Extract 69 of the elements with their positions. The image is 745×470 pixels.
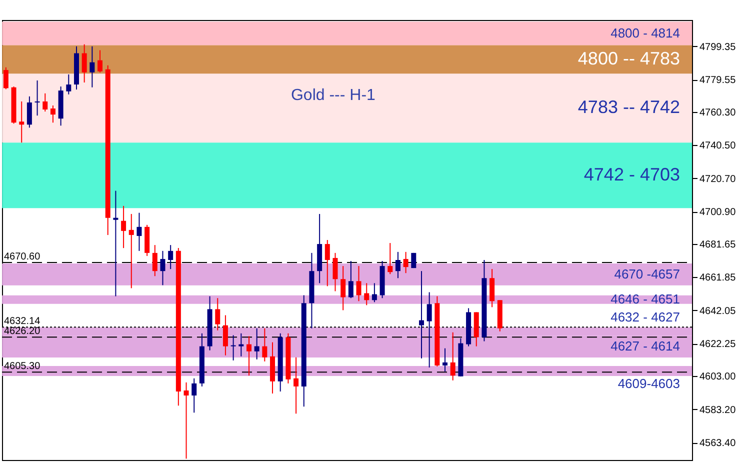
annotation: Gold --- H-1 (290, 87, 376, 104)
candlestick (332, 252, 338, 292)
candlestick (121, 205, 126, 249)
y-tick-label: 4799.35 (700, 42, 736, 53)
candlestick (184, 382, 189, 460)
y-tick-label: 4622.25 (700, 339, 736, 350)
candlestick (348, 260, 354, 299)
y-tick-label: 4583.20 (700, 404, 736, 416)
band-label: 4609-4603 (618, 376, 680, 392)
candlestick (90, 46, 95, 88)
y-tick-label: 4720.70 (700, 174, 736, 185)
ref-line-label: 4670.60 (4, 252, 41, 263)
band-label: 4632 - 4627 (610, 310, 680, 325)
candlestick (490, 268, 495, 308)
candlestick (113, 190, 118, 297)
candlestick (136, 212, 142, 252)
ref-line-label: 4632.14 (4, 316, 41, 328)
candlestick (19, 100, 24, 144)
candlestick (152, 244, 158, 277)
candlestick (168, 244, 174, 270)
candlestick (372, 282, 377, 303)
y-tick-label: 4760.30 (700, 107, 736, 118)
y-tick-label: 4681.65 (700, 239, 736, 250)
band-label: 4800 -- 4783 (578, 48, 680, 68)
y-tick-label: 4779.55 (700, 75, 736, 86)
y-tick-label: 4740.50 (700, 140, 736, 152)
band-label: 4670 -4657 (614, 266, 680, 282)
candlestick (442, 348, 448, 372)
band-label: 4783 -- 4742 (578, 97, 680, 118)
candlestick (254, 328, 260, 360)
candlestick (98, 50, 103, 73)
candlestick (230, 334, 236, 361)
candlestick (426, 292, 432, 368)
band-label: 4627 - 4614 (610, 338, 680, 354)
candlestick (395, 251, 400, 279)
candlestick (50, 104, 56, 124)
candlestick (160, 250, 166, 286)
candlestick (403, 251, 408, 274)
candlestick (324, 240, 330, 287)
candlestick (222, 314, 228, 356)
candlestick (356, 266, 362, 302)
candlestick (42, 92, 48, 112)
candlestick (340, 266, 346, 311)
candlestick (66, 74, 72, 95)
candlestick (238, 332, 244, 357)
candlestick (364, 282, 370, 306)
candlestick (294, 356, 299, 414)
y-tick-label: 4603.00 (700, 372, 736, 383)
y-tick-label: 4700.90 (700, 207, 736, 218)
candlestick (34, 80, 40, 116)
ref-line-label: 4605.30 (4, 361, 41, 372)
candlestick (418, 270, 424, 359)
band-label: 4742 - 4703 (584, 164, 680, 184)
candlestick (26, 96, 32, 128)
y-tick-label: 4642.05 (700, 306, 736, 317)
candlestick (246, 336, 252, 376)
candlestick (262, 328, 268, 362)
candlestick (192, 378, 197, 414)
band-label: 4646 - 4651 (610, 292, 680, 307)
candlestick (128, 213, 134, 289)
band-label: 4800 - 4814 (610, 25, 680, 40)
candlestick (82, 44, 87, 83)
candlestick (450, 332, 456, 381)
candlestick (215, 298, 220, 331)
y-tick-label: 4563.40 (700, 438, 736, 450)
candlestick (3, 66, 8, 90)
y-tick-label: 4661.85 (700, 272, 736, 284)
ref-line-label: 4626.20 (4, 326, 41, 338)
candlestick (388, 242, 393, 275)
